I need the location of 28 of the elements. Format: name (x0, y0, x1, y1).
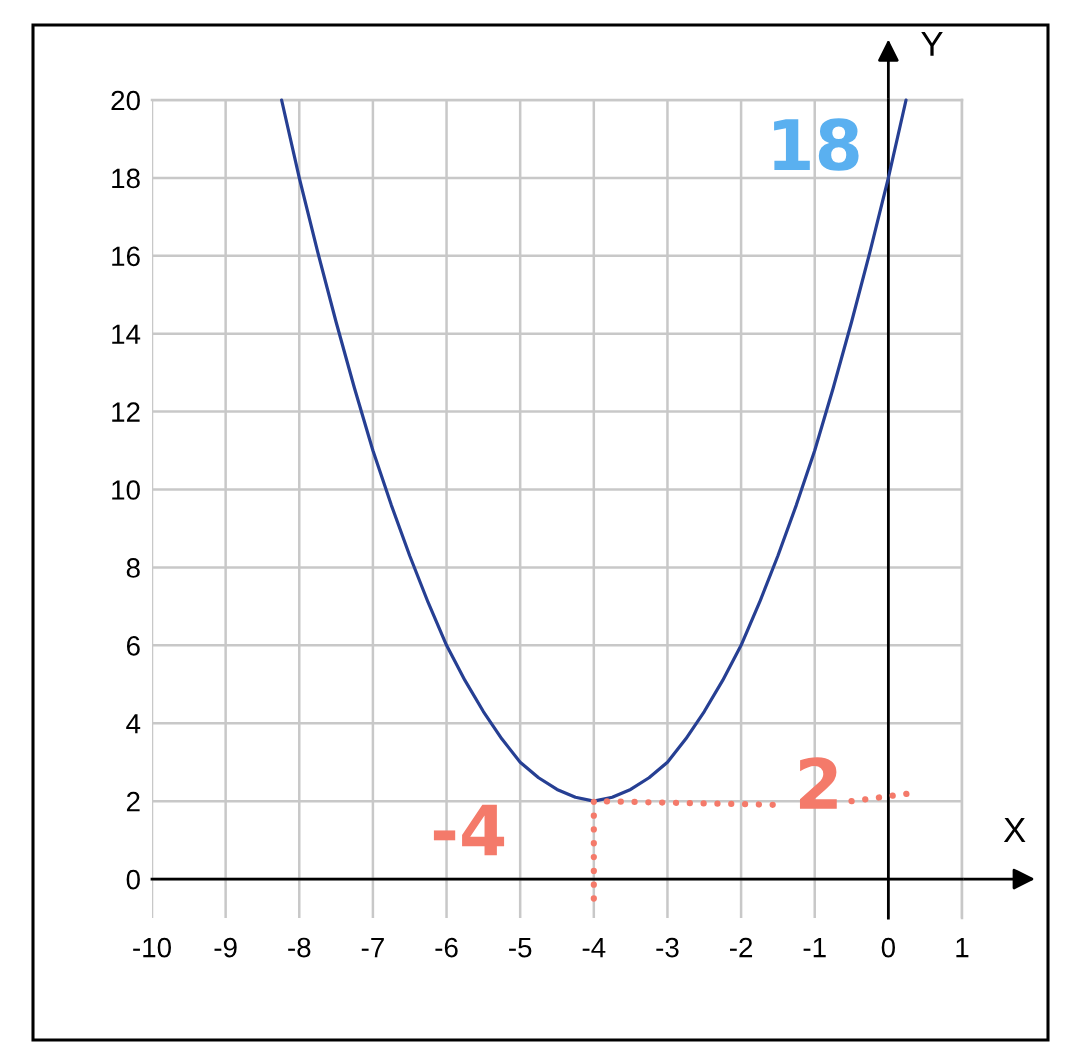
y-tick-label: 16 (112, 246, 140, 267)
y-tick-label: 8 (126, 558, 140, 578)
x-tick-label: -2 (729, 937, 753, 958)
x-tick-label: -1 (803, 938, 826, 958)
y-tick-label: 4 (126, 714, 141, 734)
y-tick-label: 0 (126, 869, 140, 890)
x-tick-label: -7 (361, 938, 384, 958)
y-tick-label: 10 (112, 480, 140, 500)
y-axis-title: Y (921, 31, 943, 56)
x-tick-label: -9 (214, 937, 237, 958)
x-axis-title: X (1003, 818, 1026, 842)
annotation: 2 (799, 757, 837, 809)
x-tick-label: 1 (956, 938, 969, 958)
y-tick-label: 14 (112, 324, 141, 344)
x-tick-label: -8 (288, 937, 311, 958)
x-tick-label: -5 (509, 938, 532, 958)
y-tick-label: 6 (126, 636, 140, 656)
annotation: -4 (433, 804, 505, 856)
x-tick-label: -4 (582, 938, 606, 958)
y-tick-label: 2 (126, 791, 140, 812)
x-tick-label: -6 (435, 937, 458, 958)
x-tick-label: -10 (133, 937, 171, 958)
x-tick-label: -3 (656, 937, 679, 958)
annotation: 18 (774, 118, 859, 171)
x-tick-label: 0 (881, 937, 895, 958)
y-tick-label: 18 (112, 168, 140, 189)
y-tick-label: 12 (112, 402, 140, 422)
y-tick-label: 20 (111, 90, 140, 111)
